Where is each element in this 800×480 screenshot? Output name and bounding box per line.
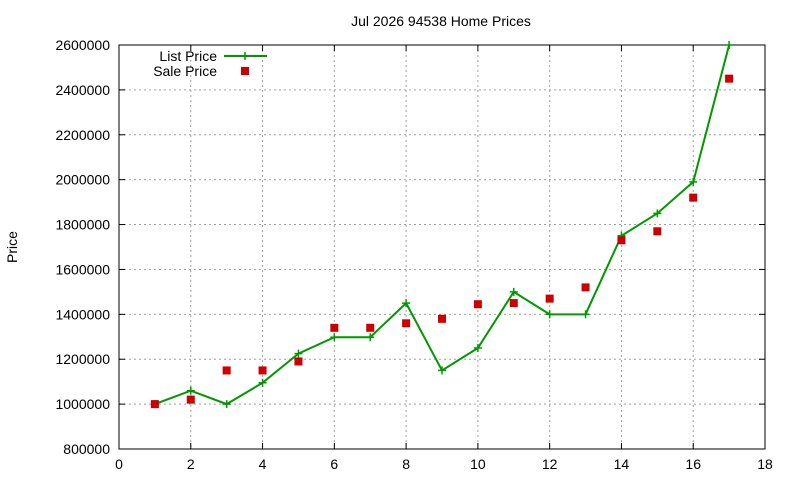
data-point [509, 299, 518, 308]
data-point [294, 349, 303, 358]
data-point [545, 310, 554, 319]
data-point [581, 283, 590, 292]
axes: 0 2 4 6 8 10 12 14 16 18 800000 1000000 1200000 14000… [55, 37, 773, 472]
legend-swatch-marker [241, 67, 249, 75]
data-point [258, 378, 267, 387]
data-point [617, 236, 626, 245]
plot-frame [118, 44, 766, 450]
data-point [509, 287, 518, 296]
x-tick-label: 10 [470, 456, 486, 472]
data-point [186, 395, 195, 404]
series [150, 41, 734, 409]
data-point [473, 344, 482, 352]
y-tick-label: 2000000 [55, 172, 110, 188]
data-point [186, 386, 195, 395]
legend-entry: List Price [159, 48, 267, 64]
x-tick-label: 18 [757, 456, 773, 472]
data-point [366, 323, 375, 332]
legend-entry: Sale Price [153, 63, 249, 79]
y-tick-label: 2400000 [55, 82, 110, 98]
data-point [294, 357, 303, 366]
legend-label: Sale Price [153, 63, 217, 79]
x-tick-label: 4 [259, 456, 267, 472]
data-point [725, 74, 734, 83]
x-tick-label: 0 [115, 456, 123, 472]
data-point [366, 333, 375, 342]
data-point [150, 400, 159, 409]
data-point [402, 319, 411, 328]
y-tick-label: 2200000 [55, 127, 110, 143]
y-tick-label: 1400000 [55, 306, 110, 322]
data-point [473, 300, 482, 309]
data-point [689, 177, 698, 186]
chart-title: Jul 2026 94538 Home Prices [351, 13, 531, 29]
series-line [154, 44, 731, 406]
series-sale-price [150, 74, 734, 409]
x-tick-label: 12 [542, 456, 558, 472]
data-point [330, 333, 339, 342]
y-tick-label: 1600000 [55, 261, 110, 277]
legend-label: List Price [159, 48, 217, 64]
y-tick-label: 1000000 [55, 396, 110, 412]
grid-lines [119, 45, 765, 449]
x-tick-label: 8 [402, 456, 410, 472]
legend-swatch-marker [241, 52, 249, 60]
x-tick-label: 16 [685, 456, 701, 472]
data-point [725, 41, 734, 49]
x-tick-label: 6 [330, 456, 338, 472]
x-tick-label: 14 [614, 456, 630, 472]
x-tick-label: 2 [187, 456, 195, 472]
y-tick-label: 800000 [63, 441, 110, 457]
data-point [258, 366, 267, 375]
data-point [222, 400, 231, 409]
data-point [330, 323, 339, 332]
data-point [653, 209, 662, 218]
data-point [545, 294, 554, 303]
data-point [438, 366, 446, 375]
y-tick-label: 1200000 [55, 351, 110, 367]
data-point [581, 310, 590, 319]
data-point [222, 366, 231, 375]
y-tick-label: 1800000 [55, 217, 110, 233]
y-axis-label: Price [4, 231, 20, 263]
y-tick-label: 2600000 [55, 37, 110, 53]
data-point [438, 314, 446, 323]
data-point [689, 193, 698, 202]
data-point [402, 299, 411, 308]
data-point [653, 227, 662, 236]
